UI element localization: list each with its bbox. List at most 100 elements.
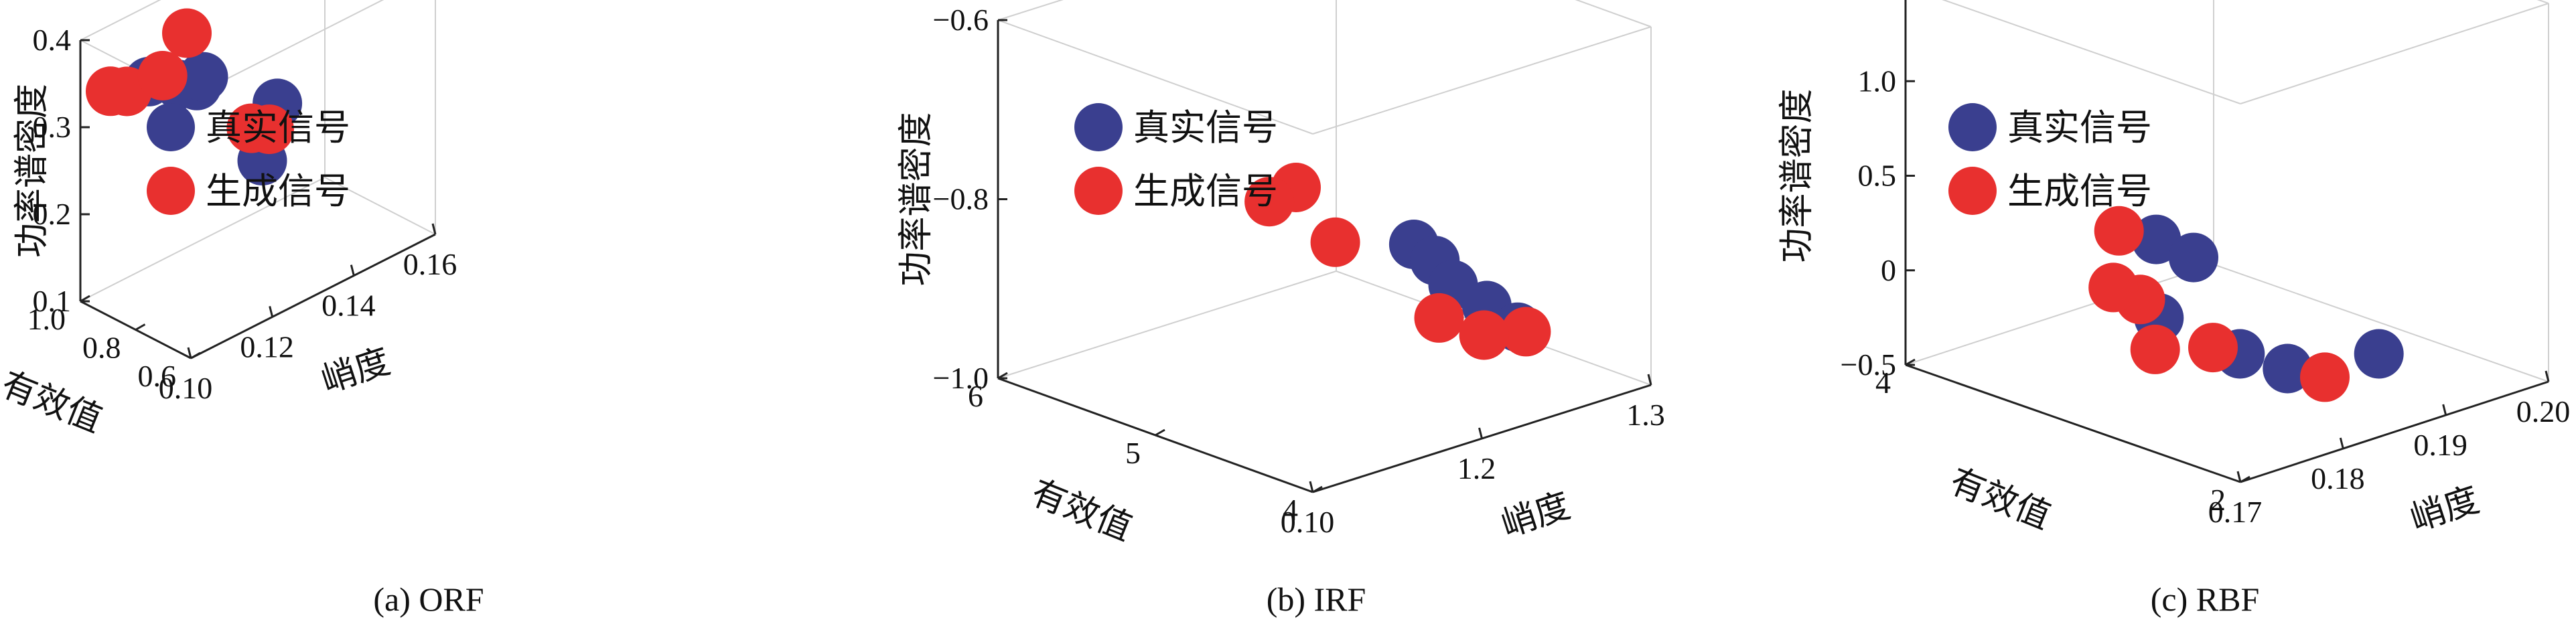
- z-tick-label: 0.1: [33, 284, 72, 318]
- legend-marker-generated: [1948, 167, 1997, 215]
- box-edge: [997, 0, 1064, 21]
- y-tick-label: 0.8: [82, 331, 121, 365]
- x-axis-title: 峭度: [316, 341, 395, 401]
- data-point-real: [2263, 343, 2313, 394]
- z-tick-label: −1.0: [933, 361, 989, 395]
- x-tick-label: 0.16: [403, 247, 457, 281]
- z-tick-label: −0.5: [1841, 347, 1896, 382]
- box-edge: [80, 0, 161, 41]
- x-axis-title: 峭度: [1496, 485, 1575, 545]
- data-point-generated: [1244, 177, 1295, 227]
- legend-label: 真实信号: [2007, 106, 2152, 149]
- data-point-generated: [2188, 323, 2238, 373]
- y-tick-mark: [2240, 475, 2250, 483]
- legend-marker-generated: [147, 167, 195, 215]
- x-tick-mark: [1647, 374, 1652, 386]
- y-tick-label: 5: [1125, 436, 1141, 470]
- legend-marker-real: [1074, 103, 1123, 151]
- data-point-generated: [2088, 262, 2139, 313]
- x-tick-mark: [1309, 481, 1314, 493]
- box-edge: [1905, 264, 2214, 366]
- box-edge: [997, 270, 1337, 379]
- x-tick-label: 1.3: [1626, 398, 1665, 432]
- data-point-generated: [1310, 217, 1360, 267]
- x-tick-label: 0.20: [2516, 394, 2571, 428]
- x-tick-label: 0.10: [159, 371, 213, 405]
- x-tick-label: 1.2: [1457, 451, 1496, 485]
- y-tick-label: 6: [968, 379, 983, 413]
- x-tick-mark: [2236, 471, 2242, 483]
- x-tick-mark: [431, 223, 437, 235]
- z-tick-label: 0.4: [33, 23, 72, 57]
- box-edge: [2240, 3, 2549, 104]
- data-point-generated: [1501, 307, 1551, 357]
- panel-1: 0.10 0.12 0.14 0.16 0.6 0.8 1.00.1 0.2 0.3 0.4 峭度 有…: [0, 0, 484, 618]
- y-tick-mark: [190, 351, 201, 360]
- data-point-generated: [1414, 293, 1464, 343]
- data-point-generated: [137, 51, 188, 100]
- box-edge: [2536, 0, 2549, 4]
- legend-marker-real: [147, 103, 195, 151]
- panel-caption: (b) IRF: [1267, 580, 1366, 618]
- data-point-generated: [2300, 352, 2350, 402]
- box-edge: [1575, 0, 1652, 27]
- box-edge: [80, 177, 326, 302]
- y-axis-title: 有效值: [1025, 473, 1137, 549]
- legend-label: 真实信号: [1133, 106, 1278, 149]
- y-tick-label: 2: [2210, 483, 2226, 517]
- data-point-generated: [86, 66, 135, 116]
- x-tick-mark: [2442, 404, 2447, 416]
- y-axis-line: [1905, 364, 2241, 483]
- x-tick-label: 0.14: [321, 289, 376, 323]
- y-tick-label: 4: [1875, 366, 1891, 400]
- z-tick-label: −0.8: [933, 182, 989, 216]
- z-tick-label: 0.2: [33, 197, 72, 231]
- y-axis-title: 有效值: [1944, 461, 2056, 537]
- data-point-real: [178, 52, 228, 102]
- x-axis-line: [190, 233, 436, 360]
- x-tick-mark: [187, 347, 192, 359]
- z-axis-title: 功率谱密度: [896, 112, 936, 286]
- legend-marker-generated: [1074, 167, 1123, 215]
- box-edge: [324, 177, 436, 235]
- z-tick-label: 0.5: [1858, 159, 1897, 193]
- z-tick-label: 1.5: [1858, 0, 1897, 3]
- panel-2: 0.10 1.2 1.3 4 5 6−1.0 −0.8 −0.6 峭度 有效值 功率谱密度 真实信号生…: [896, 0, 1665, 618]
- z-axis-title: 功率谱密度: [12, 84, 52, 258]
- y-tick-mark: [1155, 428, 1165, 437]
- legend-label: 生成信号: [2007, 170, 2152, 212]
- z-tick-label: 0: [1881, 253, 1896, 287]
- x-tick-mark: [1478, 427, 1483, 439]
- y-tick-label: 4: [1283, 493, 1298, 527]
- z-axis-title: 功率谱密度: [1777, 88, 1817, 262]
- data-point-generated: [2130, 324, 2180, 374]
- data-point-generated: [1459, 310, 1509, 360]
- x-tick-mark: [269, 305, 274, 317]
- panel-3: 0.17 0.18 0.19 0.20 2 4−0.5 0 0.5 1.0 1.5 峭度 有效值 功率谱…: [1777, 0, 2570, 618]
- panel-caption: (c) RBF: [2151, 580, 2260, 618]
- z-tick-label: 1.0: [1858, 64, 1897, 98]
- x-axis-title: 峭度: [2405, 479, 2484, 539]
- x-tick-label: 0.12: [240, 329, 294, 364]
- box-edge: [2213, 264, 2549, 382]
- y-tick-label: 1.0: [27, 302, 66, 336]
- data-point-real: [2131, 214, 2181, 264]
- x-tick-label: 0.19: [2413, 428, 2467, 462]
- legend-marker-real: [1948, 103, 1997, 151]
- data-point-generated: [2094, 206, 2144, 256]
- legend-label: 生成信号: [1133, 170, 1278, 212]
- x-tick-label: 0.17: [2208, 495, 2263, 529]
- y-axis-title: 有效值: [0, 364, 108, 441]
- x-tick-mark: [2339, 437, 2344, 449]
- x-tick-mark: [2545, 370, 2550, 382]
- legend-label: 生成信号: [206, 170, 350, 212]
- data-point-generated: [244, 104, 294, 155]
- z-tick-label: −0.6: [933, 3, 989, 37]
- data-point-real: [2169, 232, 2218, 283]
- box-edge: [1942, 0, 2241, 104]
- box-edge: [997, 19, 1313, 135]
- data-point-real: [2354, 329, 2404, 379]
- y-tick-label: 0.6: [138, 359, 177, 393]
- z-tick-label: 0.3: [33, 110, 72, 144]
